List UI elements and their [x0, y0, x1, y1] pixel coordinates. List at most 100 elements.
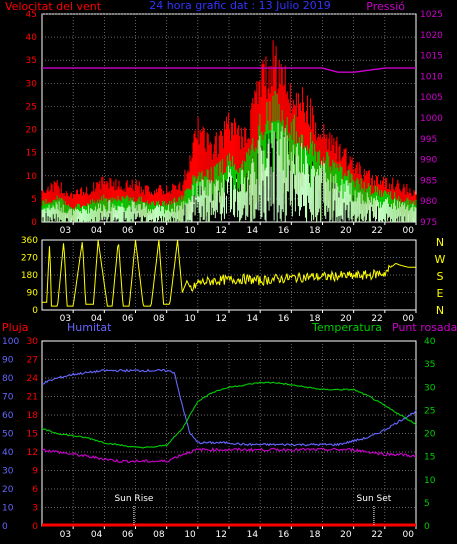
wind-chart-x-tick-label: 08 [153, 226, 165, 236]
temperature-tick-label: 10 [424, 476, 436, 486]
pressure-line [42, 67, 416, 73]
climate-chart-x-tick-label: 20 [340, 530, 352, 540]
compass-label: N [436, 236, 444, 249]
climate-chart-x-tick-label: 03 [60, 530, 71, 540]
direction-chart-x-tick-label: 10 [184, 314, 196, 324]
temperature-tick-label: 5 [424, 499, 430, 509]
pressure-tick-label: 1020 [420, 31, 443, 41]
temperature-axis-title: Temperatura [311, 321, 382, 334]
climate-chart-x-tick-label: 22 [371, 530, 382, 540]
temperature-tick-label: 25 [424, 406, 435, 416]
humidity-tick-label: 80 [2, 374, 14, 384]
rain-tick-label: 12 [27, 448, 38, 458]
pressure-tick-label: 1015 [420, 52, 443, 62]
direction-chart-x-tick-label: 06 [122, 314, 134, 324]
pressure-tick-label: 1010 [420, 72, 443, 82]
direction-tick-label: 180 [21, 271, 38, 281]
wind-chart-x-tick-label: 16 [278, 226, 290, 236]
wind-speed-axis-title: Velocitat del vent [5, 0, 102, 13]
climate-chart-x-tick-label: 04 [91, 530, 103, 540]
wind-chart-x-tick-label: 06 [122, 226, 134, 236]
temperature-tick-label: 40 [424, 337, 436, 347]
temperature-tick-label: 20 [424, 430, 436, 440]
humidity-tick-label: 0 [2, 522, 8, 532]
temperature-tick-label: 30 [424, 383, 436, 393]
humidity-tick-label: 30 [2, 467, 14, 477]
wind-chart-x-tick-label: 00 [402, 226, 414, 236]
pressure-tick-label: 1025 [420, 10, 443, 20]
wind-chart-x-tick-label: 20 [340, 226, 352, 236]
temperature-tick-label: 15 [424, 453, 435, 463]
wind-chart-x-tick-label: 12 [215, 226, 226, 236]
direction-tick-label: 270 [21, 254, 38, 264]
humidity-axis-title: Humitat [67, 321, 112, 334]
pressure-axis-title: Pressió [366, 0, 405, 13]
wind-direction-line [42, 239, 416, 307]
direction-tick-label: 90 [27, 289, 39, 299]
direction-chart-x-tick-label: 16 [278, 314, 290, 324]
direction-chart-x-tick-label: 18 [309, 314, 321, 324]
temperature-tick-label: 35 [424, 360, 435, 370]
humidity-tick-label: 10 [2, 504, 14, 514]
dewpoint-axis-title: Punt rosada [392, 321, 457, 334]
humidity-tick-label: 20 [2, 485, 14, 495]
wind-chart-x-tick-label: 18 [309, 226, 321, 236]
pressure-tick-label: 1000 [420, 114, 443, 124]
direction-chart-x-tick-label: 08 [153, 314, 165, 324]
wind-speed-tick-label: 10 [26, 172, 38, 182]
wind-chart-x-tick-label: 10 [184, 226, 196, 236]
humidity-tick-label: 60 [2, 411, 14, 421]
pressure-tick-label: 985 [420, 176, 437, 186]
humidity-tick-label: 70 [2, 393, 14, 403]
climate-chart-x-tick-label: 18 [309, 530, 321, 540]
compass-label: N [436, 304, 444, 317]
humidity-tick-label: 90 [2, 356, 14, 366]
humidity-tick-label: 50 [2, 430, 14, 440]
sunset-label: Sun Set [357, 494, 392, 504]
pressure-tick-label: 995 [420, 135, 437, 145]
wind-speed-tick-label: 35 [26, 56, 37, 66]
rain-tick-label: 3 [32, 504, 38, 514]
rain-tick-label: 15 [27, 430, 38, 440]
direction-chart-x-tick-label: 12 [215, 314, 226, 324]
pressure-tick-label: 980 [420, 197, 437, 207]
rain-tick-label: 6 [32, 485, 38, 495]
direction-tick-label: 360 [21, 236, 38, 246]
direction-chart-x-tick-label: 04 [91, 314, 103, 324]
wind-speed-tick-label: 45 [26, 10, 37, 20]
chart-title: 24 hora grafic dat : 13 Julio 2019 [149, 0, 330, 12]
climate-chart-x-tick-label: 08 [153, 530, 165, 540]
direction-chart-x-tick-label: 22 [371, 314, 382, 324]
wind-chart-x-tick-label: 03 [60, 226, 71, 236]
pressure-tick-label: 990 [420, 156, 437, 166]
dewpoint-line [41, 447, 417, 464]
direction-tick-label: 0 [32, 306, 38, 316]
compass-label: W [435, 253, 446, 266]
climate-chart-x-tick-label: 06 [122, 530, 134, 540]
wind-speed-tick-label: 0 [31, 218, 37, 228]
direction-chart-x-tick-label: 20 [340, 314, 352, 324]
rain-tick-label: 0 [32, 522, 38, 532]
wind-speed-tick-label: 40 [26, 33, 38, 43]
climate-chart-x-tick-label: 10 [184, 530, 196, 540]
sunrise-label: Sun Rise [114, 494, 153, 504]
direction-chart-x-tick-label: 00 [402, 314, 414, 324]
rain-tick-label: 21 [27, 393, 38, 403]
wind-speed-tick-label: 25 [26, 102, 37, 112]
humidity-line [41, 368, 417, 447]
wind-speed-tick-label: 15 [26, 149, 37, 159]
direction-chart-x-tick-label: 03 [60, 314, 71, 324]
rain-tick-label: 27 [27, 356, 38, 366]
climate-chart-x-tick-label: 14 [247, 530, 259, 540]
climate-chart-x-tick-label: 00 [402, 530, 414, 540]
pressure-tick-label: 975 [420, 218, 437, 228]
humidity-tick-label: 40 [2, 448, 14, 458]
rain-tick-label: 30 [27, 337, 39, 347]
rain-tick-label: 18 [27, 411, 39, 421]
wind-speed-tick-label: 5 [31, 195, 37, 205]
rain-tick-label: 24 [27, 374, 39, 384]
compass-label: E [437, 287, 444, 300]
rain-tick-label: 9 [32, 467, 38, 477]
